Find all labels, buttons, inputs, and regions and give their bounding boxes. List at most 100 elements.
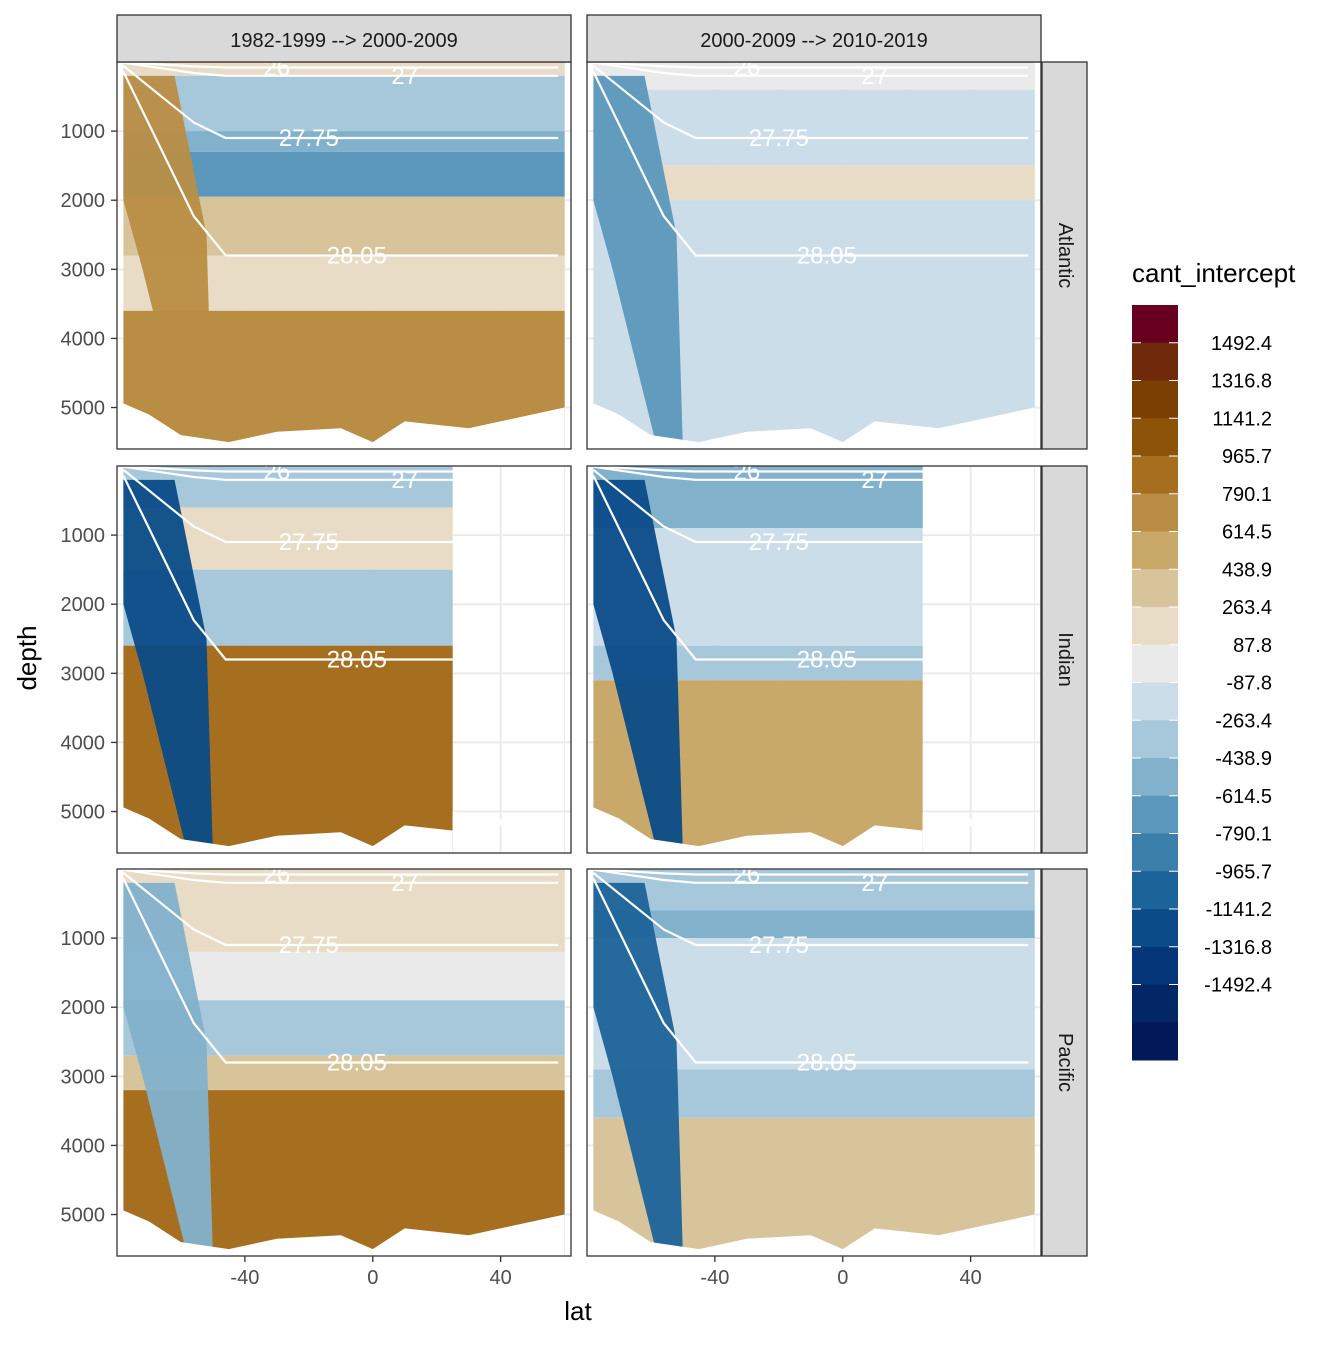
legend-color-step — [1132, 871, 1178, 910]
legend-label: 1492.4 — [1211, 333, 1272, 355]
column-strip — [586, 14, 1042, 63]
x-tick-label: 0 — [837, 1267, 848, 1289]
panel-border — [586, 465, 1042, 854]
legend-label: -87.8 — [1226, 673, 1272, 695]
panel-indian-2: 26 27 27.75 28.05 — [586, 465, 1042, 854]
legend-color-step — [1132, 607, 1178, 646]
seafloor-mask — [587, 1207, 1035, 1256]
legend-color-step — [1132, 984, 1178, 1023]
southern-wedge — [593, 882, 683, 1256]
legend-label: 1316.8 — [1211, 371, 1272, 393]
contour-band — [123, 951, 565, 1001]
panel-border — [116, 465, 572, 854]
southern-wedge — [123, 75, 213, 449]
isopycnal-label: 28.05 — [797, 243, 857, 270]
legend-label: 263.4 — [1222, 597, 1272, 619]
isopycnal-label: 27.75 — [279, 932, 339, 959]
legend-color-step — [1132, 305, 1178, 344]
isopycnal-label: 28.05 — [797, 1050, 857, 1077]
legend-color-step — [1132, 909, 1178, 948]
legend-color-step — [1132, 531, 1178, 570]
isopycnal-label: 27.75 — [749, 932, 809, 959]
isopycnal-line — [592, 475, 939, 661]
isopycnal-label: 28.05 — [327, 647, 387, 674]
isopycnal-label: 28.05 — [327, 1050, 387, 1077]
legend-label: -438.9 — [1215, 748, 1272, 770]
isopycnal-line — [123, 466, 469, 473]
y-tick-label: 2000 — [61, 594, 106, 616]
isopycnal-label: 27.75 — [279, 529, 339, 556]
column-strip-label: 2000-2009 --> 2010-2019 — [700, 30, 927, 52]
seafloor-mask — [587, 400, 1035, 449]
isopycnal-label: 27 — [861, 467, 888, 494]
legend-title: cant_intercept — [1132, 258, 1296, 288]
isopycnal-line — [122, 71, 559, 257]
southern-wedge — [593, 75, 683, 449]
isopycnal-line — [592, 871, 1029, 947]
isopycnal-label: 28.05 — [797, 647, 857, 674]
column-strip-label: 1982-1999 --> 2000-2009 — [230, 30, 457, 52]
legend-label: -1141.2 — [1206, 899, 1272, 921]
legend-color-step — [1132, 946, 1178, 985]
row-strip-label: Atlantic — [1054, 223, 1076, 289]
legend-label: 614.5 — [1222, 522, 1272, 544]
seafloor-mask — [117, 400, 565, 449]
contour-band — [123, 62, 565, 76]
isopycnal-line — [123, 869, 559, 884]
contour-band — [123, 869, 565, 952]
isopycnal-label: 28.05 — [327, 243, 387, 270]
legend-label: -1316.8 — [1204, 937, 1272, 959]
southern-wedge — [123, 479, 213, 853]
y-tick-label: 1000 — [61, 121, 106, 143]
isopycnal-line — [122, 878, 559, 1064]
isopycnal-line — [592, 878, 1029, 1064]
x-tick-label: 0 — [367, 1267, 378, 1289]
legend-color-step — [1132, 682, 1178, 721]
y-tick-label: 5000 — [61, 1205, 106, 1227]
y-tick-label: 3000 — [61, 259, 106, 281]
legend-label: 87.8 — [1233, 635, 1272, 657]
x-tick-label: -40 — [700, 1267, 729, 1289]
y-tick-label: 1000 — [61, 928, 106, 950]
legend-color-step — [1132, 833, 1178, 872]
isopycnal-line — [593, 62, 1029, 69]
legend-color-step — [1132, 795, 1178, 834]
panel-pacific-2: 26 27 27.75 28.05 — [586, 868, 1042, 1257]
panel-indian-1: 26 27 27.75 28.05 — [116, 465, 572, 854]
contour-band — [123, 131, 565, 152]
y-tick-label: 3000 — [61, 1066, 106, 1088]
isopycnal-label: 27.75 — [279, 125, 339, 152]
isopycnal-line — [123, 466, 469, 481]
y-tick-label: 2000 — [61, 190, 106, 212]
legend-color-step — [1132, 493, 1178, 532]
panel-pacific-1: 26 27 27.75 28.05 — [116, 868, 572, 1257]
seafloor-mask — [587, 804, 987, 853]
x-tick-label: 40 — [960, 1267, 982, 1289]
isopycnal-line — [122, 475, 469, 661]
isopycnal-label: 27 — [861, 63, 888, 90]
legend-color-step — [1132, 456, 1178, 495]
x-tick-label: 40 — [490, 1267, 512, 1289]
legend-label: 1141.2 — [1212, 408, 1272, 430]
row-strip — [1041, 465, 1088, 854]
y-tick-label: 3000 — [61, 663, 106, 685]
x-tick-label: -40 — [230, 1267, 259, 1289]
y-tick-label: 5000 — [61, 802, 106, 824]
axes-layer: 1982-1999 --> 2000-2009 2000-2009 --> 201… — [61, 14, 1088, 1289]
legend: cant_intercept 1492.4 1316.8 1141.2 965.7 79… — [1132, 258, 1296, 1061]
isopycnal-line — [593, 466, 939, 473]
legend-label: -263.4 — [1215, 710, 1272, 732]
row-strip-label: Indian — [1054, 632, 1076, 687]
contour-band — [123, 75, 565, 132]
seafloor-mask — [117, 804, 517, 853]
y-tick-label: 5000 — [61, 398, 106, 420]
